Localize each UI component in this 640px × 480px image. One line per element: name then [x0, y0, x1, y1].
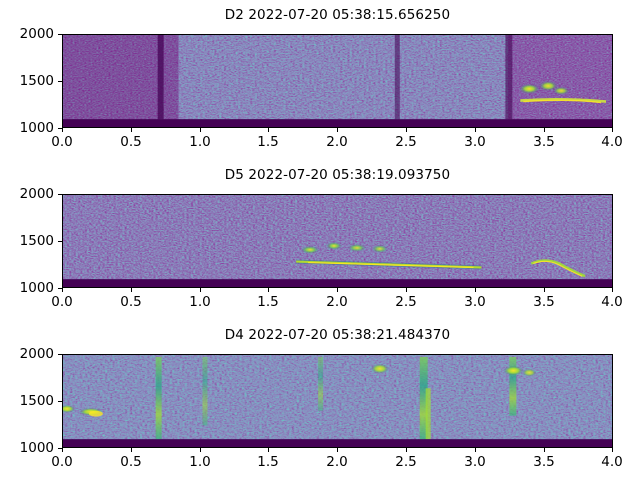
xtick-mark-d5-0	[62, 288, 63, 292]
ytick-mark-d4-2000	[58, 354, 62, 355]
xtick-mark-d5-7	[544, 288, 545, 292]
xtick-mark-d5-3	[268, 288, 269, 292]
xtick-label-d5-5: 2.5	[395, 294, 417, 310]
panel-title-d4: D4 2022-07-20 05:38:21.484370	[224, 327, 451, 343]
ytick-mark-d2-2000	[58, 34, 62, 35]
spectrogram-panel-d2: D2 2022-07-20 05:38:15.656250	[0, 0, 640, 160]
xtick-label-d2-3: 1.5	[257, 134, 279, 150]
axes-d4	[62, 354, 613, 448]
xtick-label-d4-0: 0.0	[51, 454, 73, 470]
xtick-label-d5-2: 1.0	[189, 294, 211, 310]
xtick-mark-d4-1	[131, 448, 132, 452]
xtick-label-d5-6: 3.0	[464, 294, 486, 310]
xtick-mark-d4-5	[406, 448, 407, 452]
spectrogram-image-d4	[63, 355, 612, 447]
ytick-label-d4-1500: 1500	[19, 393, 54, 409]
xtick-mark-d4-2	[200, 448, 201, 452]
xtick-label-d2-4: 2.0	[326, 134, 348, 150]
xtick-mark-d4-7	[544, 448, 545, 452]
spectrogram-image-d5	[63, 195, 612, 287]
xtick-label-d4-2: 1.0	[189, 454, 211, 470]
xtick-label-d2-6: 3.0	[464, 134, 486, 150]
xtick-mark-d4-4	[337, 448, 338, 452]
xtick-label-d4-6: 3.0	[464, 454, 486, 470]
xtick-mark-d2-7	[544, 128, 545, 132]
ytick-label-d2-2000: 2000	[19, 26, 54, 42]
xtick-mark-d4-8	[612, 448, 613, 452]
spectrogram-panel-d4: D4 2022-07-20 05:38:21.484370	[0, 320, 640, 480]
xtick-label-d5-1: 0.5	[120, 294, 142, 310]
spectrogram-panel-d5: D5 2022-07-20 05:38:19.093750	[0, 160, 640, 320]
ytick-mark-d2-1000	[58, 128, 62, 129]
xtick-mark-d2-5	[406, 128, 407, 132]
xtick-mark-d5-1	[131, 288, 132, 292]
xtick-mark-d4-6	[475, 448, 476, 452]
xtick-mark-d5-5	[406, 288, 407, 292]
ytick-label-d2-1500: 1500	[19, 73, 54, 89]
xtick-mark-d2-8	[612, 128, 613, 132]
ytick-mark-d2-1500	[58, 81, 62, 82]
xtick-mark-d5-2	[200, 288, 201, 292]
spectrogram-image-d2	[63, 35, 612, 127]
xtick-mark-d5-6	[475, 288, 476, 292]
ytick-label-d5-2000: 2000	[19, 186, 54, 202]
xtick-label-d5-7: 3.5	[533, 294, 555, 310]
xtick-label-d5-8: 4.0	[601, 294, 623, 310]
xtick-mark-d2-0	[62, 128, 63, 132]
xtick-label-d5-0: 0.0	[51, 294, 73, 310]
xtick-label-d4-8: 4.0	[601, 454, 623, 470]
xtick-label-d4-5: 2.5	[395, 454, 417, 470]
xtick-mark-d5-8	[612, 288, 613, 292]
xtick-label-d2-1: 0.5	[120, 134, 142, 150]
xtick-label-d5-3: 1.5	[257, 294, 279, 310]
ytick-mark-d4-1000	[58, 448, 62, 449]
xtick-mark-d4-0	[62, 448, 63, 452]
xtick-label-d4-1: 0.5	[120, 454, 142, 470]
panel-title-d2: D2 2022-07-20 05:38:15.656250	[224, 7, 451, 23]
xtick-mark-d2-2	[200, 128, 201, 132]
xtick-label-d2-0: 0.0	[51, 134, 73, 150]
xtick-label-d4-7: 3.5	[533, 454, 555, 470]
xtick-label-d4-4: 2.0	[326, 454, 348, 470]
xtick-label-d2-5: 2.5	[395, 134, 417, 150]
axes-d2	[62, 34, 613, 128]
xtick-mark-d2-1	[131, 128, 132, 132]
xtick-mark-d4-3	[268, 448, 269, 452]
ytick-label-d2-1000: 1000	[19, 120, 54, 136]
ytick-mark-d5-2000	[58, 194, 62, 195]
ytick-label-d4-2000: 2000	[19, 346, 54, 362]
xtick-label-d2-7: 3.5	[533, 134, 555, 150]
panel-title-d5: D5 2022-07-20 05:38:19.093750	[224, 167, 451, 183]
ytick-label-d5-1500: 1500	[19, 233, 54, 249]
ytick-mark-d5-1500	[58, 241, 62, 242]
xtick-label-d2-2: 1.0	[189, 134, 211, 150]
xtick-mark-d2-6	[475, 128, 476, 132]
xtick-label-d2-8: 4.0	[601, 134, 623, 150]
ytick-mark-d4-1500	[58, 401, 62, 402]
xtick-mark-d2-4	[337, 128, 338, 132]
axes-d5	[62, 194, 613, 288]
ytick-label-d4-1000: 1000	[19, 440, 54, 456]
xtick-label-d4-3: 1.5	[257, 454, 279, 470]
xtick-mark-d5-4	[337, 288, 338, 292]
xtick-mark-d2-3	[268, 128, 269, 132]
xtick-label-d5-4: 2.0	[326, 294, 348, 310]
ytick-label-d5-1000: 1000	[19, 280, 54, 296]
ytick-mark-d5-1000	[58, 288, 62, 289]
